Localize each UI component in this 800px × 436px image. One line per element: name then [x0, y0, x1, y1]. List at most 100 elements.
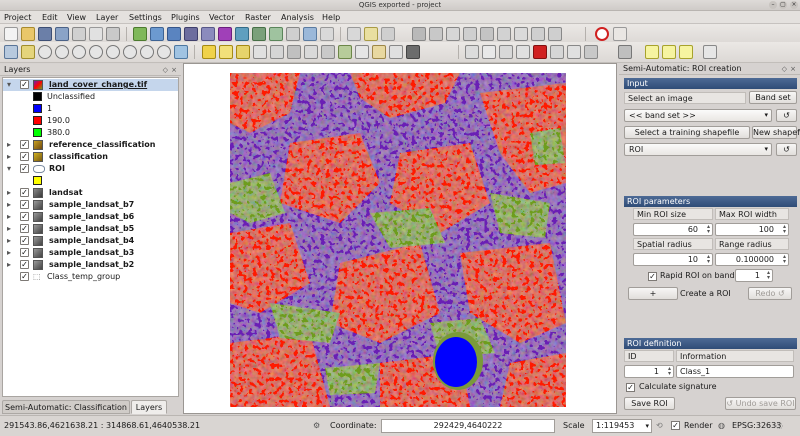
layer-class-temp-group[interactable]: ✓ ⬚ Class_temp_group	[3, 271, 178, 283]
add-feature-icon[interactable]	[412, 27, 426, 41]
layer-visibility-checkbox[interactable]: ✓	[20, 152, 29, 161]
scp-layer-icon[interactable]	[618, 45, 632, 59]
float-panel-icon[interactable]: ◇	[162, 66, 168, 74]
composer-icon[interactable]	[106, 27, 120, 41]
spinner-arrows-icon[interactable]: ▴ ▾	[782, 223, 786, 235]
form-annotation-icon[interactable]	[662, 45, 676, 59]
scp-roi-icon[interactable]	[499, 45, 513, 59]
rapid-roi-band-spinbox[interactable]: 1 ▴ ▾	[735, 269, 773, 282]
menu-layer[interactable]: Layer	[96, 13, 119, 22]
menu-plugins[interactable]: Plugins	[171, 13, 200, 22]
print-composer-icon[interactable]	[72, 27, 86, 41]
expand-arrow-icon[interactable]: ▸	[7, 140, 12, 149]
zoom-next-icon[interactable]	[157, 45, 171, 59]
add-raster-icon[interactable]	[150, 27, 164, 41]
menu-vector[interactable]: Vector	[209, 13, 235, 22]
id-spinbox[interactable]: 1 ▴ ▾	[624, 365, 674, 378]
layer-sample-landsat-b5[interactable]: ▸ ✓ sample_landsat_b5	[3, 223, 178, 235]
minimize-button[interactable]: –	[769, 1, 777, 9]
message-log-icon[interactable]: ◌	[776, 421, 783, 430]
add-delimited-text-icon[interactable]	[286, 27, 300, 41]
create-roi-button[interactable]: +	[628, 287, 678, 300]
layer-visibility-checkbox[interactable]: ✓	[20, 164, 29, 173]
layer-landsat[interactable]: ▸ ✓ landsat	[3, 187, 178, 199]
add-wms-icon[interactable]	[235, 27, 249, 41]
annotation-icon[interactable]	[645, 45, 659, 59]
tab-semi-automatic-classification[interactable]: Semi-Automatic: Classification	[2, 400, 130, 414]
zoom-native-icon[interactable]	[72, 45, 86, 59]
new-shapefile-button[interactable]: New shapefile	[752, 126, 800, 139]
scale-combo[interactable]: 1:119453 ▾	[592, 419, 652, 433]
scp-settings-icon[interactable]	[550, 45, 564, 59]
cut-features-icon[interactable]	[480, 27, 494, 41]
new-project-icon[interactable]	[4, 27, 18, 41]
menu-analysis[interactable]: Analysis	[281, 13, 314, 22]
add-oracle-icon[interactable]	[218, 27, 232, 41]
range-radius-spinbox[interactable]: 0.100000 ▴ ▾	[715, 253, 789, 266]
collapse-arrow-icon[interactable]: ▾	[7, 80, 12, 89]
training-shapefile-combo[interactable]: ROI ▾	[624, 143, 772, 156]
rotation-icon[interactable]: ⟲	[656, 421, 663, 430]
deselect-icon[interactable]	[253, 45, 267, 59]
layer-visibility-checkbox[interactable]: ✓	[20, 140, 29, 149]
spinner-arrows-icon[interactable]: ▴ ▾	[706, 223, 710, 235]
band-set-button[interactable]: Band set	[749, 91, 797, 104]
layer-sample-landsat-b6[interactable]: ▸ ✓ sample_landsat_b6	[3, 211, 178, 223]
scp-select-icon[interactable]	[465, 45, 479, 59]
map-tips-icon[interactable]	[338, 45, 352, 59]
add-spatialite-icon[interactable]	[184, 27, 198, 41]
node-tool-icon[interactable]	[446, 27, 460, 41]
layer-land-cover-change[interactable]: ▾ ✓ land_cover_change.tif	[3, 79, 178, 91]
tab-layers[interactable]: Layers	[131, 400, 167, 414]
layer-sample-landsat-b2[interactable]: ▸ ✓ sample_landsat_b2	[3, 259, 178, 271]
maximize-button[interactable]: ▢	[779, 1, 787, 9]
expand-arrow-icon[interactable]: ▸	[7, 212, 12, 221]
new-spatialite-layer-icon[interactable]	[320, 27, 334, 41]
menu-raster[interactable]: Raster	[245, 13, 271, 22]
redo-icon[interactable]	[548, 27, 562, 41]
collapse-arrow-icon[interactable]: ▾	[7, 164, 12, 173]
open-project-icon[interactable]	[21, 27, 35, 41]
refresh-image-button[interactable]: ↺	[776, 109, 797, 122]
save-edits-icon[interactable]	[381, 27, 395, 41]
crs-globe-icon[interactable]: ◍	[718, 421, 725, 430]
expand-arrow-icon[interactable]: ▸	[7, 152, 12, 161]
zoom-out-icon[interactable]	[55, 45, 69, 59]
add-vector-icon[interactable]	[133, 27, 147, 41]
layer-reference-classification[interactable]: ▸ ✓ reference_classification	[3, 139, 178, 151]
layer-sample-landsat-b3[interactable]: ▸ ✓ sample_landsat_b3	[3, 247, 178, 259]
render-checkbox[interactable]: ✓	[671, 421, 680, 430]
add-mssql-icon[interactable]	[201, 27, 215, 41]
layer-roi[interactable]: ▾ ✓ ROI	[3, 163, 178, 175]
crs-label[interactable]: EPSG:32633	[732, 421, 782, 430]
new-bookmark-icon[interactable]	[355, 45, 369, 59]
expand-arrow-icon[interactable]: ▸	[7, 188, 12, 197]
spatial-radius-spinbox[interactable]: 10 ▴ ▾	[633, 253, 713, 266]
refresh-icon[interactable]	[174, 45, 188, 59]
add-wcs-icon[interactable]	[252, 27, 266, 41]
zoom-in-icon[interactable]	[38, 45, 52, 59]
zoom-to-selection-icon[interactable]	[106, 45, 120, 59]
zoom-to-layer-icon[interactable]	[123, 45, 137, 59]
map-canvas[interactable]	[183, 63, 617, 414]
close-panel-icon[interactable]: ×	[171, 66, 177, 74]
composer-manager-icon[interactable]	[89, 27, 103, 41]
add-postgis-icon[interactable]	[167, 27, 181, 41]
layer-visibility-checkbox[interactable]: ✓	[20, 188, 29, 197]
layer-visibility-checkbox[interactable]: ✓	[20, 224, 29, 233]
scp-edit-icon[interactable]	[567, 45, 581, 59]
layer-classification[interactable]: ▸ ✓ classification	[3, 151, 178, 163]
expand-arrow-icon[interactable]: ▸	[7, 248, 12, 257]
zoom-full-icon[interactable]	[89, 45, 103, 59]
label-tool-icon[interactable]	[406, 45, 420, 59]
layer-visibility-checkbox[interactable]: ✓	[20, 248, 29, 257]
select-features-icon[interactable]	[219, 45, 233, 59]
refresh-shapefile-button[interactable]: ↺	[776, 143, 797, 156]
layer-sample-landsat-b7[interactable]: ▸ ✓ sample_landsat_b7	[3, 199, 178, 211]
field-calculator-icon[interactable]	[287, 45, 301, 59]
measure-line-icon[interactable]	[304, 45, 318, 59]
html-annotation-icon[interactable]	[679, 45, 693, 59]
image-select-combo[interactable]: << band set >> ▾	[624, 109, 772, 122]
layer-sample-landsat-b4[interactable]: ▸ ✓ sample_landsat_b4	[3, 235, 178, 247]
scp-tool-icon[interactable]	[584, 45, 598, 59]
